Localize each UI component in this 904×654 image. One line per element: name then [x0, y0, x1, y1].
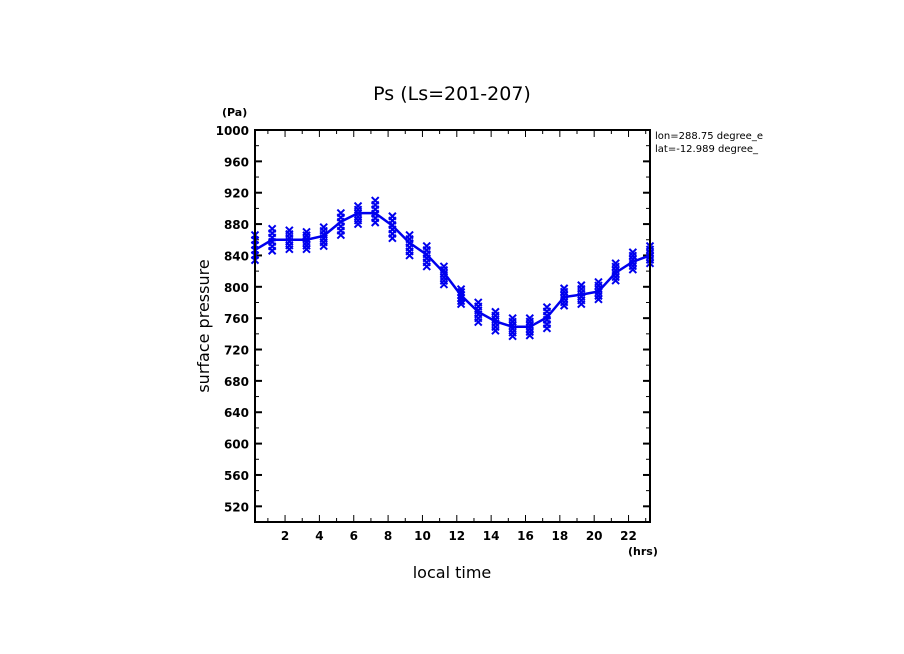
sample-marker — [611, 276, 620, 285]
x-tick-label: 8 — [384, 529, 392, 543]
sample-marker — [285, 244, 294, 254]
y-axis-label: surface pressure — [194, 259, 213, 392]
plot-frame — [254, 129, 651, 523]
x-tick-label: 16 — [517, 529, 534, 543]
sample-marker — [405, 251, 414, 260]
y-tick-label: 920 — [224, 187, 249, 201]
annotation-clip — [776, 120, 904, 160]
y-tick-label: 880 — [224, 218, 249, 232]
sample-marker — [353, 219, 363, 229]
sample-marker — [474, 317, 483, 327]
sample-marker — [302, 244, 311, 254]
chart-title: Ps (Ls=201-207) — [373, 83, 531, 105]
x-tick-label: 22 — [620, 529, 637, 543]
x-unit-label: (hrs) — [628, 545, 658, 558]
y-tick-label: 640 — [224, 406, 249, 420]
y-tick-label: 840 — [224, 249, 249, 263]
y-tick-label: 760 — [224, 312, 249, 326]
x-axis-label: local time — [413, 563, 492, 582]
sample-marker — [336, 230, 346, 240]
y-tick-label: 560 — [224, 469, 249, 483]
y-unit-label: (Pa) — [222, 106, 247, 119]
annotation-lat: lat=-12.989 degree_ — [655, 144, 759, 155]
sample-marker — [422, 262, 431, 271]
y-tick-label: 520 — [224, 500, 249, 514]
mean-line — [254, 211, 651, 329]
sample-marker — [319, 241, 328, 251]
sample-marker — [559, 301, 569, 310]
sample-marker — [371, 218, 380, 227]
y-tick-label: 680 — [224, 375, 249, 389]
sample-marker — [388, 233, 397, 243]
x-tick-label: 18 — [551, 529, 568, 543]
sample-marker — [491, 326, 500, 335]
axes: 520 560 600 640 680 720 760 800 840 880 920 960 1000… — [216, 124, 650, 543]
x-tick-label: 20 — [586, 529, 603, 543]
sample-marker — [628, 265, 638, 274]
x-tick-label: 6 — [350, 529, 358, 543]
y-tick-label: 800 — [224, 281, 249, 295]
y-tick-label: 960 — [224, 155, 249, 169]
x-tick-label: 2 — [281, 529, 289, 543]
sample-marker — [508, 331, 517, 341]
y-tick-label: 1000 — [216, 124, 249, 138]
sample-marker — [439, 280, 449, 289]
data-marks — [250, 196, 655, 341]
sample-marker — [577, 299, 586, 309]
y-tick-label: 600 — [224, 438, 249, 452]
sample-marker — [267, 246, 277, 255]
sample-marker — [525, 331, 534, 340]
x-tick-label: 10 — [414, 529, 431, 543]
sample-marker — [456, 299, 466, 309]
annotation-lon: lon=288.75 degree_e — [655, 131, 763, 142]
sample-marker — [594, 295, 603, 304]
x-tick-label: 14 — [483, 529, 500, 543]
x-tick-label: 12 — [448, 529, 465, 543]
sample-marker — [542, 324, 552, 333]
y-tick-label: 720 — [224, 344, 249, 358]
x-tick-label: 4 — [315, 529, 323, 543]
